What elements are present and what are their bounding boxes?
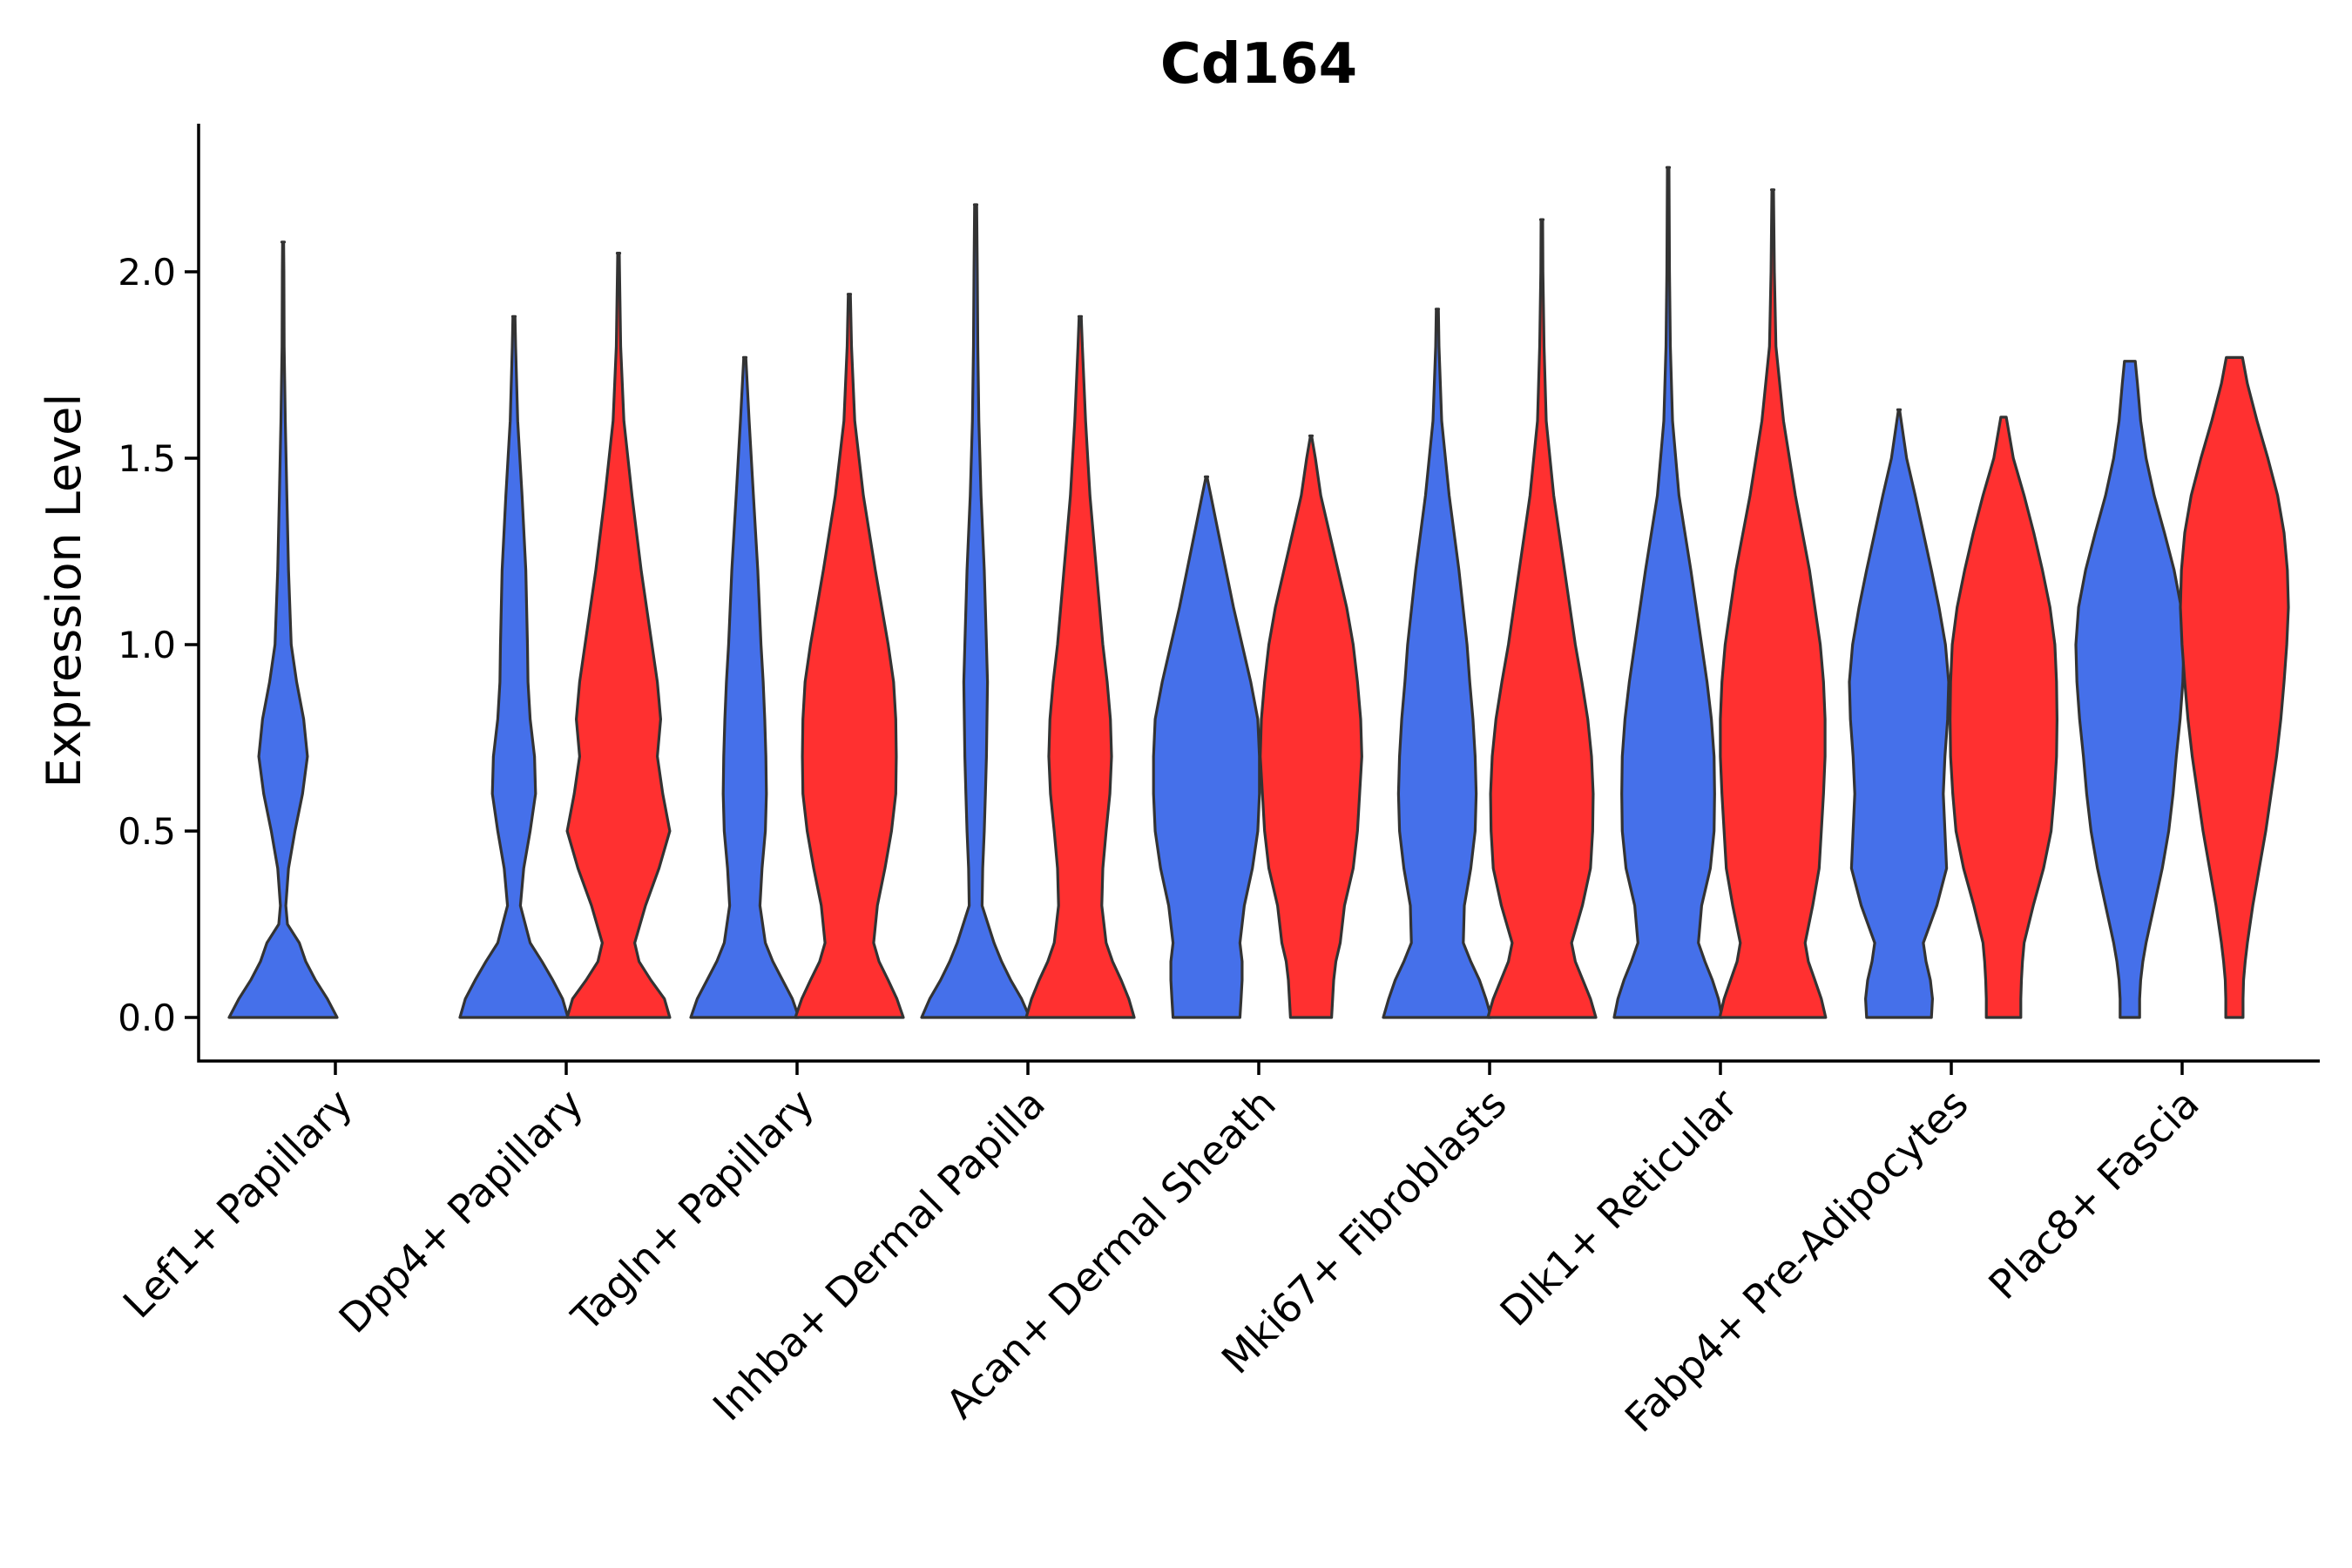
y-tick-label: 1.5	[118, 437, 176, 480]
y-tick-label: 0.0	[118, 997, 176, 1039]
violin-mki67-fibroblasts-group-1	[1382, 308, 1493, 1019]
violin-tagln-papillary-group-1	[689, 355, 801, 1019]
violin-acan-dermal-sheath-group-2	[1259, 434, 1363, 1019]
violin-dlk1-reticular-group-2	[1718, 188, 1828, 1019]
violin-lef1-papillary-group-1	[227, 240, 339, 1019]
y-tick-label: 2.0	[118, 251, 176, 294]
violin-dpp4-papillary-group-1	[458, 314, 570, 1019]
violin-mki67-fibroblasts-group-2	[1486, 218, 1598, 1019]
violin-inhba-dermal-papilla-group-1	[920, 203, 1031, 1019]
axis-lines	[197, 124, 2320, 1063]
violin-tagln-papillary-group-2	[794, 293, 905, 1019]
chart-title: Cd164	[1160, 32, 1357, 97]
violin-fabp4-pre-adipocytes-group-2	[1949, 416, 2058, 1019]
violin-fabp4-pre-adipocytes-group-1	[1848, 408, 1950, 1019]
violin-dpp4-papillary-group-2	[565, 252, 672, 1019]
violin-inhba-dermal-papilla-group-2	[1024, 314, 1136, 1019]
y-tick-label: 1.0	[118, 624, 176, 666]
y-tick-label: 0.5	[118, 810, 176, 853]
y-ticks: 0.0 0.5 1.0 1.5 2.0	[118, 251, 199, 1039]
violin-acan-dermal-sheath-group-1	[1152, 475, 1261, 1019]
violin-plac8-fascia-group-2	[2179, 355, 2290, 1019]
y-axis-label: Expression Level	[37, 394, 91, 788]
violin-group	[227, 166, 2290, 1019]
violin-plac8-fascia-group-1	[2074, 360, 2186, 1019]
violin-dlk1-reticular-group-1	[1612, 166, 1724, 1019]
